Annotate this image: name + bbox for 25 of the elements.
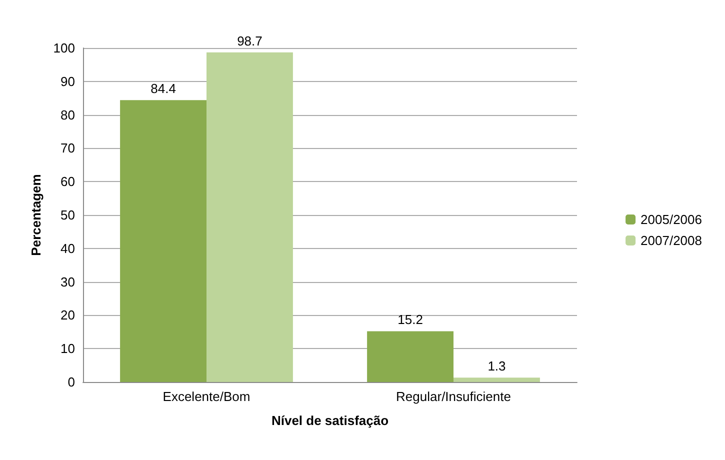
y-tick-label: 30 bbox=[60, 274, 75, 290]
data-label: 15.2 bbox=[398, 312, 423, 328]
bar bbox=[120, 100, 206, 382]
bar bbox=[367, 331, 454, 382]
y-tick-label: 100 bbox=[53, 40, 75, 56]
y-tick-label: 20 bbox=[60, 308, 75, 323]
y-tick-label: 10 bbox=[60, 341, 75, 356]
legend-label: 2007/2008 bbox=[640, 233, 702, 248]
x-tick-label: Regular/Insuficiente bbox=[396, 389, 511, 404]
bar bbox=[206, 52, 293, 382]
y-tick-label: 40 bbox=[60, 240, 75, 256]
legend-label: 2005/2006 bbox=[640, 212, 702, 227]
x-axis-title: Nível de satisfação bbox=[271, 413, 389, 428]
x-tick-label: Excelente/Bom bbox=[162, 389, 250, 404]
data-label: 98.7 bbox=[237, 33, 262, 48]
data-label: 84.4 bbox=[150, 81, 176, 96]
data-label: 1.3 bbox=[488, 358, 506, 374]
y-axis-title: Percentagem bbox=[28, 174, 44, 256]
y-tick-label: 60 bbox=[60, 174, 75, 190]
bar bbox=[454, 378, 540, 382]
y-tick-label: 70 bbox=[60, 140, 75, 156]
y-tick-label: 50 bbox=[60, 208, 75, 222]
y-tick-label: 0 bbox=[68, 374, 75, 390]
y-tick-label: 80 bbox=[60, 107, 75, 122]
y-tick-label: 90 bbox=[60, 74, 75, 89]
